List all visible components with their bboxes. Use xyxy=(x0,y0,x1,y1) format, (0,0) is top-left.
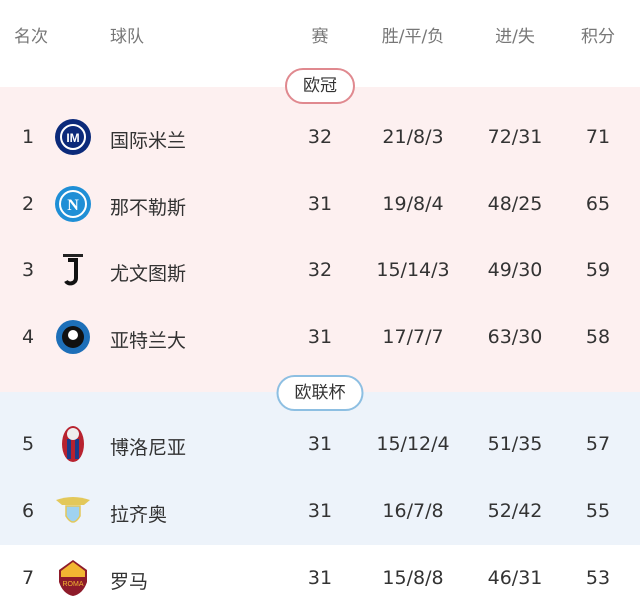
points: 59 xyxy=(585,259,611,281)
win-draw-loss: 15/14/3 xyxy=(376,259,450,281)
svg-text:IM: IM xyxy=(66,131,79,145)
team-name[interactable]: 国际米兰 xyxy=(110,130,187,152)
win-draw-loss: 17/7/7 xyxy=(382,326,444,348)
header-points: 积分 xyxy=(581,27,615,47)
win-draw-loss: 15/8/8 xyxy=(382,567,444,589)
napoli-logo-icon: N xyxy=(54,185,92,223)
bologna-logo-icon xyxy=(54,425,92,463)
played: 31 xyxy=(307,433,333,455)
table-row[interactable]: 3 尤文图斯 32 15/14/3 49/30 59 xyxy=(0,237,640,303)
header-wdl: 胜/平/负 xyxy=(381,27,445,47)
team-name[interactable]: 尤文图斯 xyxy=(110,263,187,285)
rank: 3 xyxy=(22,259,35,281)
header-team: 球队 xyxy=(110,27,144,47)
goals: 72/31 xyxy=(487,126,543,148)
points: 71 xyxy=(585,126,611,148)
points: 53 xyxy=(585,567,611,589)
header-played: 赛 xyxy=(311,27,329,47)
team-name[interactable]: 罗马 xyxy=(110,571,149,593)
table-header: 名次 球队 赛 胜/平/负 进/失 积分 xyxy=(0,0,640,68)
svg-text:N: N xyxy=(67,197,79,214)
played: 32 xyxy=(307,126,333,148)
win-draw-loss: 21/8/3 xyxy=(382,126,444,148)
goals: 48/25 xyxy=(487,193,543,215)
rank: 6 xyxy=(22,500,35,522)
table-row[interactable]: 5 博洛尼亚 31 15/12/4 51/35 57 xyxy=(0,411,640,477)
played: 32 xyxy=(307,259,333,281)
goals: 46/31 xyxy=(487,567,543,589)
rank: 4 xyxy=(22,326,35,348)
inter-logo-icon: IM xyxy=(54,118,92,156)
zone-badge-ucl: 欧冠 xyxy=(285,68,355,104)
rank: 2 xyxy=(22,193,35,215)
roma-logo-icon: ROMA xyxy=(54,559,92,597)
win-draw-loss: 16/7/8 xyxy=(382,500,444,522)
played: 31 xyxy=(307,500,333,522)
played: 31 xyxy=(307,326,333,348)
points: 58 xyxy=(585,326,611,348)
played: 31 xyxy=(307,567,333,589)
zone-europa-league xyxy=(0,392,640,545)
header-goals: 进/失 xyxy=(495,27,535,47)
team-name[interactable]: 那不勒斯 xyxy=(110,197,187,219)
table-row[interactable]: 1 IM 国际米兰 32 21/8/3 72/31 71 xyxy=(0,104,640,170)
played: 31 xyxy=(307,193,333,215)
rank: 7 xyxy=(22,567,35,589)
table-row[interactable]: 2 N 那不勒斯 31 19/8/4 48/25 65 xyxy=(0,171,640,237)
table-row[interactable]: 6 拉齐奥 31 16/7/8 52/42 55 xyxy=(0,478,640,544)
team-name[interactable]: 拉齐奥 xyxy=(110,504,168,526)
goals: 63/30 xyxy=(487,326,543,348)
points: 57 xyxy=(585,433,611,455)
goals: 52/42 xyxy=(487,500,543,522)
juventus-logo-icon xyxy=(54,251,92,289)
goals: 51/35 xyxy=(487,433,543,455)
win-draw-loss: 15/12/4 xyxy=(376,433,450,455)
rank: 5 xyxy=(22,433,35,455)
table-row[interactable]: 4 亚特兰大 31 17/7/7 63/30 58 xyxy=(0,304,640,370)
win-draw-loss: 19/8/4 xyxy=(382,193,444,215)
atalanta-logo-icon xyxy=(54,318,92,356)
goals: 49/30 xyxy=(487,259,543,281)
rank: 1 xyxy=(22,126,35,148)
team-name[interactable]: 亚特兰大 xyxy=(110,330,187,352)
zone-champions-league xyxy=(0,87,640,392)
svg-text:ROMA: ROMA xyxy=(63,581,84,588)
header-rank: 名次 xyxy=(14,27,48,47)
team-name[interactable]: 博洛尼亚 xyxy=(110,437,187,459)
points: 55 xyxy=(585,500,611,522)
table-row[interactable]: 7 ROMA 罗马 31 15/8/8 46/31 53 xyxy=(0,545,640,611)
lazio-logo-icon xyxy=(54,492,92,530)
points: 65 xyxy=(585,193,611,215)
zone-badge-uel: 欧联杯 xyxy=(276,375,364,411)
